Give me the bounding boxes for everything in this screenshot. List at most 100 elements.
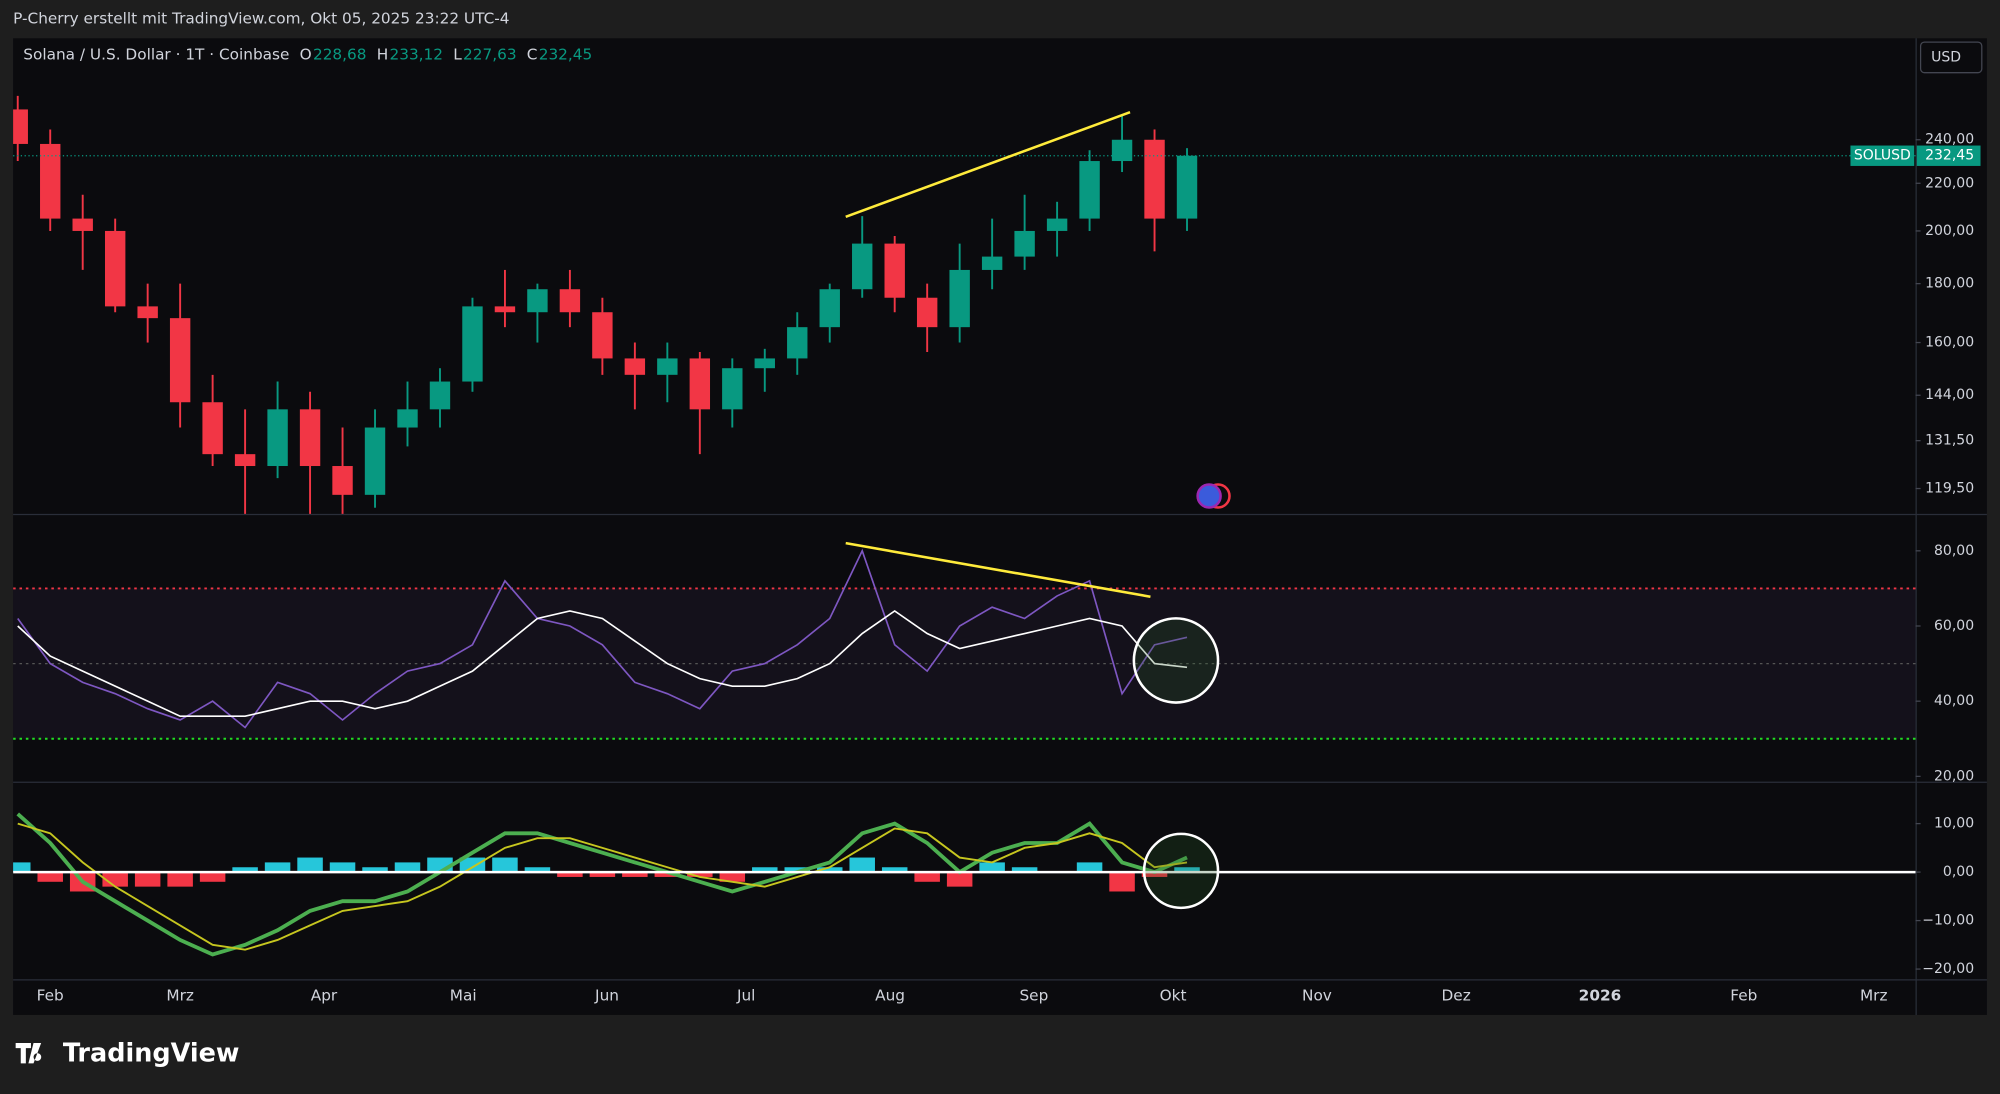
histogram-bar	[784, 867, 811, 873]
ohlc-value: 228,68	[313, 45, 367, 63]
chart-area	[13, 38, 1916, 1015]
ohlc-key: H	[377, 45, 389, 63]
y-tick-label: 80,00	[1934, 543, 1974, 559]
histogram-bar	[752, 867, 778, 873]
logo-mark	[15, 1042, 42, 1064]
candle-body	[916, 297, 938, 328]
y-tick-label: 144,00	[1925, 387, 1974, 403]
highlight-circle	[1142, 832, 1220, 910]
candle-body	[852, 243, 873, 290]
rsi-ma-line	[17, 609, 1188, 718]
histogram-bar	[394, 862, 421, 873]
histogram-bar	[719, 872, 746, 882]
histogram-bar	[816, 867, 843, 873]
x-tick-label: Apr	[311, 986, 338, 1004]
candle-body	[657, 358, 678, 375]
y-tick-label: 220,00	[1925, 175, 1974, 191]
candle-body	[332, 466, 353, 495]
candle-body	[1144, 139, 1165, 219]
ohlc-key: C	[527, 45, 538, 63]
candle-body	[13, 109, 28, 144]
x-tick-label: Okt	[1160, 986, 1187, 1004]
y-tick-label: 200,00	[1925, 223, 1974, 239]
x-tick-label: Mai	[450, 986, 477, 1004]
y-tick-label: 131,50	[1925, 433, 1974, 449]
candle-body	[722, 368, 743, 410]
histogram-bar	[297, 857, 323, 873]
candle-body	[299, 409, 321, 467]
attribution: P-Cherry erstellt mit TradingView.com, O…	[13, 10, 509, 28]
candle-body	[949, 269, 970, 328]
histogram-bar	[37, 872, 63, 882]
x-tick-label: Sep	[1019, 986, 1048, 1004]
ohlc-legend: O 228,68 H 233,12 L 227,63 C 232,45	[300, 45, 593, 63]
y-tick-label: −20,00	[1922, 961, 1974, 977]
candle-body	[624, 358, 646, 375]
histogram-bar	[232, 867, 258, 873]
candle-body	[981, 256, 1003, 270]
ohlc-value: 232,45	[539, 45, 593, 63]
candle-body	[462, 306, 483, 382]
histogram-bar	[1011, 867, 1038, 873]
candle-body	[559, 289, 581, 313]
symbol-tag	[1850, 145, 1915, 166]
histogram-bar	[914, 872, 940, 882]
pane	[13, 95, 1198, 514]
x-tick-label: Nov	[1302, 986, 1332, 1004]
trend-line	[845, 541, 1151, 598]
histogram-bar	[264, 862, 291, 873]
y-tick-label: 10,00	[1934, 816, 1974, 832]
x-tick-label: Dez	[1442, 986, 1471, 1004]
x-tick-label: Mrz	[1860, 986, 1888, 1004]
pane	[13, 812, 1916, 957]
histogram-bar	[134, 872, 161, 887]
histogram-bar	[687, 872, 713, 877]
candle-body	[267, 409, 288, 467]
histogram-bar	[654, 872, 681, 877]
candle-body	[592, 312, 613, 359]
histogram-bar	[524, 867, 551, 873]
histogram-bar	[849, 857, 875, 873]
candle-body	[72, 218, 93, 231]
candle-body	[819, 289, 840, 328]
histogram-bar	[459, 857, 486, 873]
ohlc-key: O	[300, 45, 312, 63]
trend-line	[845, 111, 1131, 218]
candle-body	[1014, 230, 1035, 257]
histogram-bar	[329, 862, 356, 873]
x-tick-label: Feb	[37, 986, 64, 1004]
y-tick-label: 240,00	[1925, 132, 1974, 148]
macd-line	[16, 812, 1188, 957]
histogram-bar	[946, 872, 973, 887]
histogram-bar	[362, 867, 388, 873]
currency[interactable]: USD	[1931, 49, 1961, 65]
price-tag-label: 232,45	[1925, 148, 1974, 164]
histogram-bar	[1174, 867, 1200, 873]
y-tick-label: 0,00	[1943, 864, 1974, 880]
y-tick-label: −10,00	[1922, 913, 1974, 929]
x-tick-label: Aug	[875, 986, 905, 1004]
candle-body	[40, 143, 61, 219]
event-icon[interactable]	[1196, 483, 1231, 509]
candle-body	[787, 327, 808, 359]
candle-body	[1176, 155, 1198, 219]
y-tick-label: 160,00	[1925, 335, 1974, 351]
candle-body	[1111, 139, 1133, 162]
ohlc-value: 233,12	[389, 45, 443, 63]
rsi-line	[17, 548, 1188, 729]
currency-button[interactable]	[1919, 41, 1983, 74]
candle-body	[494, 306, 516, 313]
histogram-bar	[492, 857, 518, 873]
event-marker[interactable]	[1196, 483, 1222, 509]
pane	[13, 548, 1916, 740]
candle-body	[137, 306, 158, 319]
histogram-bar	[1109, 872, 1135, 892]
price-axis	[1915, 38, 1987, 1015]
y-tick-label: 180,00	[1925, 276, 1974, 292]
histogram-bar	[1141, 872, 1168, 877]
y-tick-label: 60,00	[1934, 618, 1974, 634]
histogram-bar	[589, 872, 616, 877]
candle-body	[884, 243, 905, 298]
histogram-bar	[1076, 862, 1103, 873]
